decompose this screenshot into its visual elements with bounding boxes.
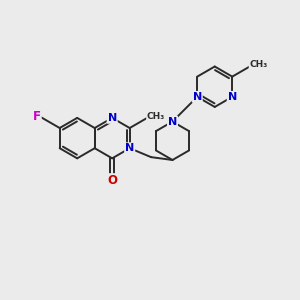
Text: N: N (228, 92, 237, 102)
Text: N: N (168, 117, 177, 127)
Text: N: N (125, 143, 134, 153)
Text: F: F (33, 110, 41, 123)
Text: O: O (107, 174, 117, 187)
Text: N: N (193, 92, 202, 102)
Text: N: N (108, 113, 117, 123)
Text: CH₃: CH₃ (147, 112, 165, 121)
Text: CH₃: CH₃ (250, 60, 268, 69)
